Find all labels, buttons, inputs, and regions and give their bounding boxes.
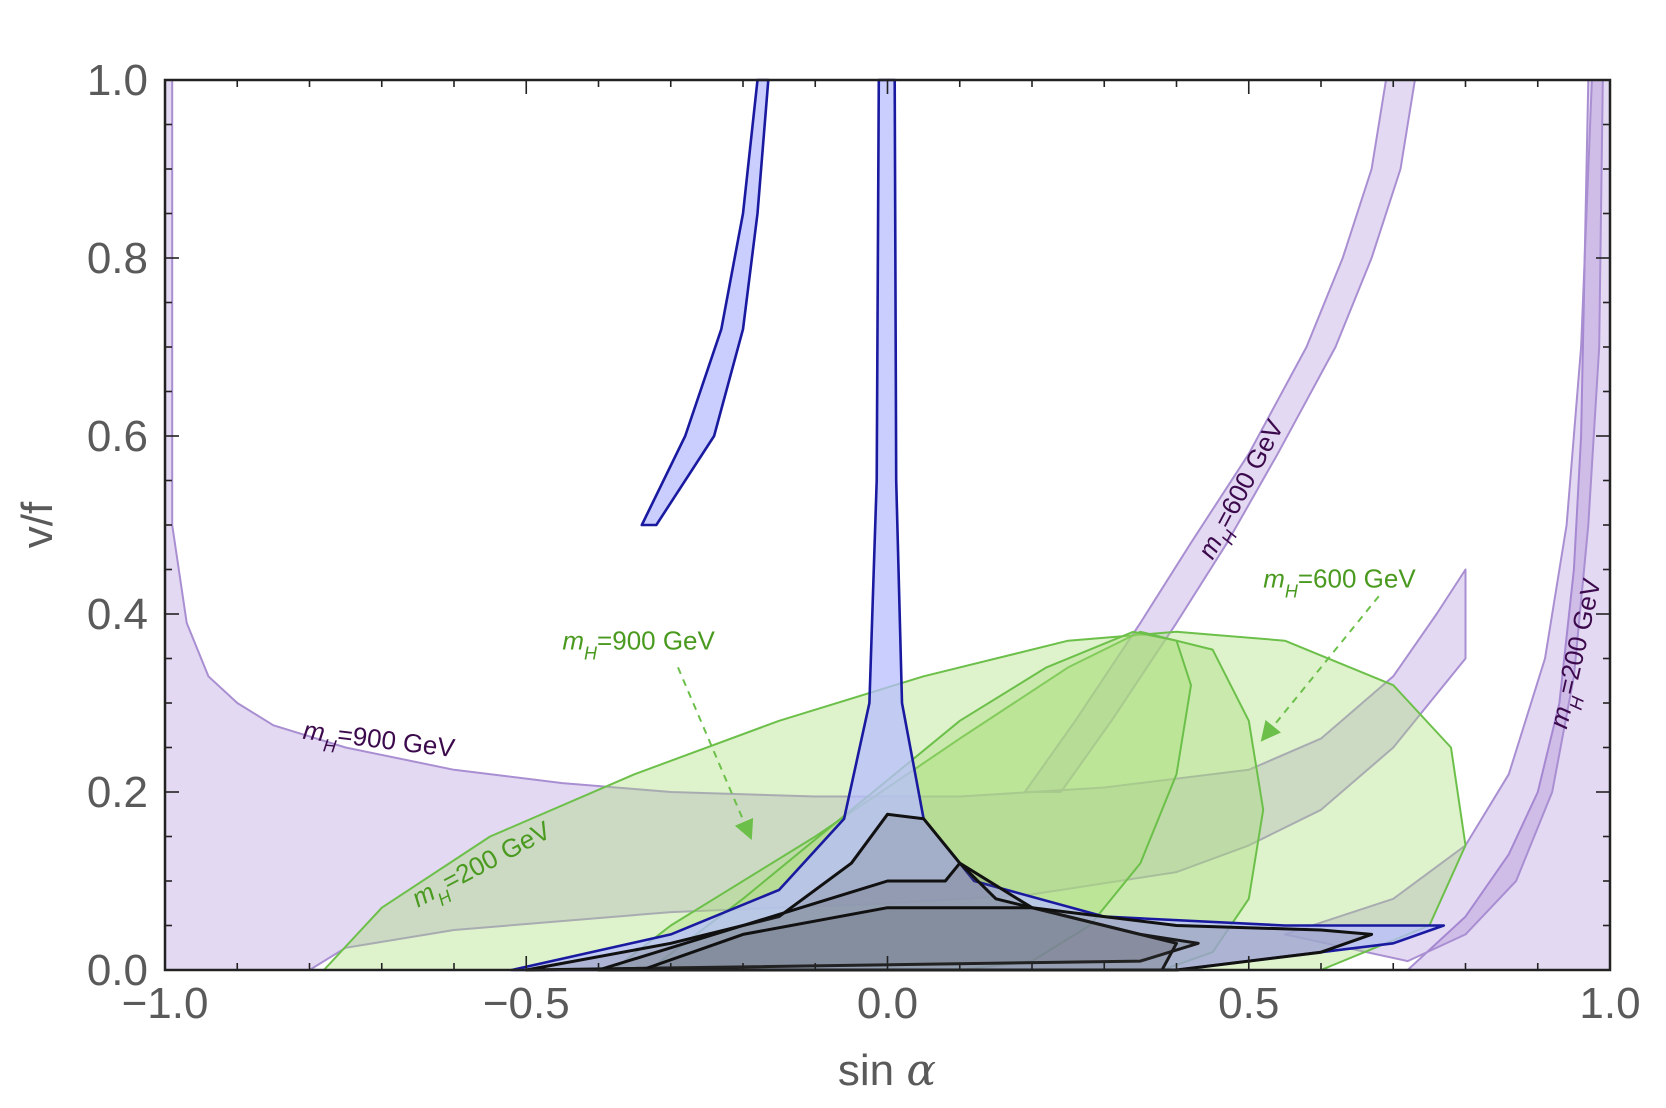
region-purple-mh900: [164, 79, 1467, 971]
arrows-layer: [677, 595, 1380, 841]
x-tick-label: 1.0: [1579, 979, 1640, 1028]
label-green-mh900: mH=900 GeV: [562, 626, 715, 664]
arrow-green-mh900: [677, 667, 754, 841]
y-tick-label: 0.6: [87, 412, 148, 461]
arrow-green-mh600: [1260, 595, 1380, 742]
x-tick-label: −0.5: [483, 979, 570, 1028]
x-axis-title: sin α: [838, 1045, 936, 1096]
y-tick-label: 0.2: [87, 768, 148, 817]
x-tick-label: 0.0: [857, 979, 918, 1028]
y-axis-title: v/f: [13, 501, 62, 548]
regions-layer: [164, 78, 1611, 972]
y-tick-label: 1.0: [87, 56, 148, 105]
y-tick-label: 0.0: [87, 946, 148, 995]
tick-labels-layer: −1.0 −0.5 0.0 0.5 1.0 0.0 0.2 0.4 0.6 0.8 1.0: [87, 56, 1641, 1028]
region-blue-spike: [510, 78, 1446, 972]
region-blue-upper-strip: [640, 78, 770, 527]
ticks-layer: [164, 79, 1611, 971]
region-black-contour-2: [597, 861, 1178, 972]
x-tick-label: 0.5: [1218, 979, 1279, 1028]
x-tick-label: −1.0: [122, 979, 209, 1028]
label-green-mh600: mH=600 GeV: [1263, 563, 1416, 601]
label-purple-mh600: mH=600 GeV: [1191, 414, 1296, 567]
y-tick-label: 0.4: [87, 590, 148, 639]
y-tick-label: 0.8: [87, 234, 148, 283]
